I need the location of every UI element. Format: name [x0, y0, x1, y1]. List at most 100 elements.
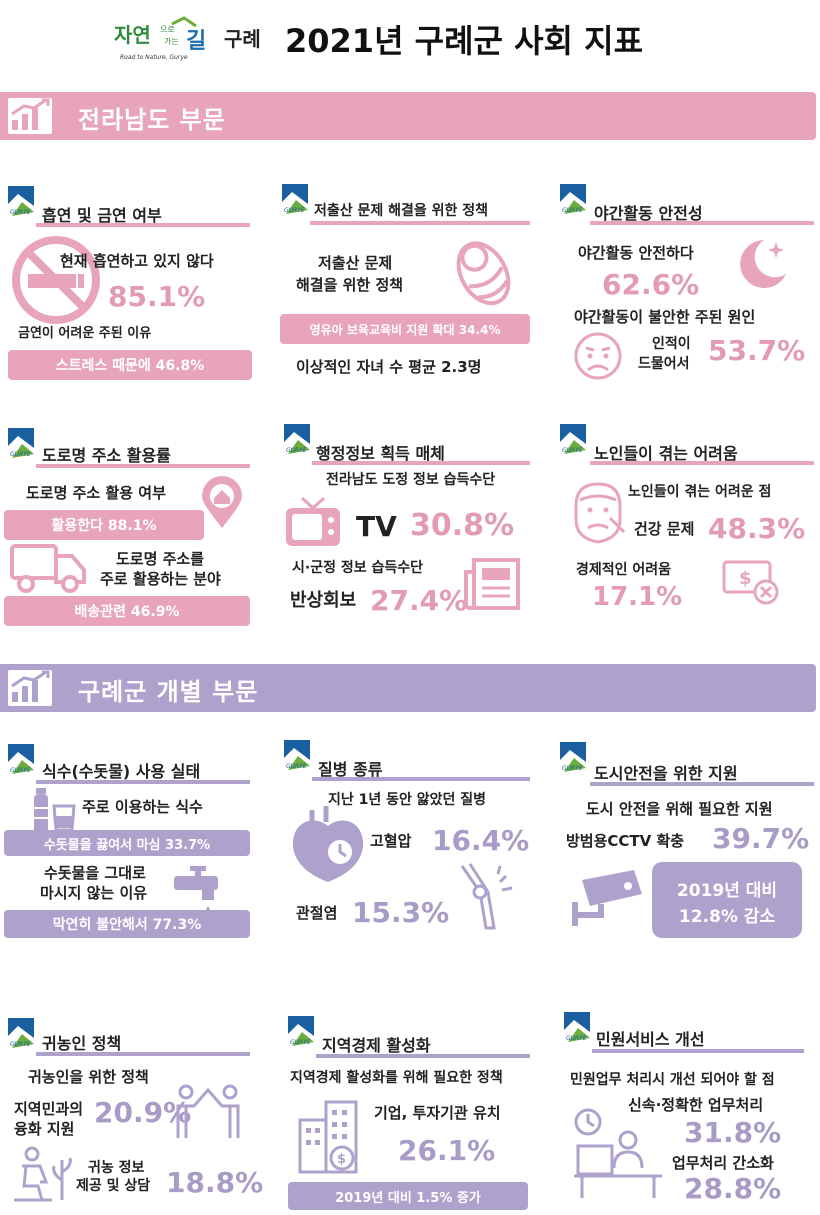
smoking-bar: 스트레스 때문에 46.8%	[8, 350, 252, 380]
address-q2-line1: 도로명 주소를	[116, 550, 205, 568]
knee-icon	[458, 862, 518, 936]
gurye-logo-icon: GURYE	[288, 1016, 314, 1046]
info-label2: 반상회보	[290, 590, 357, 611]
svg-text:GURYE: GURYE	[286, 447, 307, 454]
info-v1: 30.8%	[410, 508, 515, 543]
civil-label2: 업무처리 간소화	[672, 1154, 774, 1172]
farm-v2: 18.8%	[166, 1166, 264, 1199]
tv-icon	[284, 494, 342, 554]
safety-box-line1: 2019년 대비	[676, 881, 778, 901]
address-q1: 도로명 주소 활용 여부	[26, 484, 166, 502]
water-q2-line1: 수돗물을 그대로	[44, 864, 146, 882]
birth-title: 저출산 문제 해결을 위한 정책	[314, 203, 489, 219]
birth-q2: 이상적인 자녀 수 평균 2.3명	[296, 358, 482, 376]
info-title-underline	[312, 461, 530, 465]
smoking-q1: 현재 흡연하고 있지 않다	[60, 252, 214, 270]
cctv-icon	[568, 866, 648, 932]
farm-label2-line1: 귀농 정보	[88, 1160, 145, 1176]
gurye-logo-icon: GURYE	[8, 428, 34, 458]
disease-q1: 지난 1년 동안 앓았던 질병	[328, 792, 487, 808]
gurye-logo-icon: GURYE	[560, 424, 586, 454]
disease-label2: 관절염	[296, 904, 338, 922]
safety-q1: 도시 안전을 위해 필요한 지원	[586, 800, 773, 818]
info-q1: 전라남도 도정 정보 습득수단	[326, 472, 496, 488]
elderly-title: 노인들이 겪는 어려움	[594, 444, 738, 463]
farmer-icon	[12, 1146, 76, 1206]
svg-text:$: $	[337, 1152, 346, 1167]
birth-title-underline	[310, 221, 530, 225]
disease-title: 질병 종류	[318, 760, 383, 779]
address-bar2: 배송관련 46.9%	[4, 596, 250, 626]
info-v2: 27.4%	[370, 584, 468, 617]
svg-text:GURYE: GURYE	[562, 447, 583, 454]
civil-v1: 31.8%	[684, 1116, 782, 1149]
farm-v1: 20.9%	[94, 1096, 192, 1129]
gurye-logo-icon: GURYE	[284, 740, 310, 770]
disease-title-underline	[312, 777, 530, 781]
svg-text:GURYE: GURYE	[10, 451, 31, 458]
gurye-logo-icon: GURYE	[8, 744, 34, 774]
water-bar1: 수돗물을 끓여서 마심 33.7%	[4, 830, 250, 856]
gurye-logo-icon: GURYE	[284, 424, 310, 454]
economy-label1: 기업, 투자기관 유치	[374, 1104, 501, 1122]
night-r-line2: 드물어서	[638, 356, 690, 372]
smoking-q2: 금연이 어려운 주된 이유	[18, 326, 152, 341]
night-q1: 야간활동 안전하다	[578, 244, 694, 262]
night-r-line1: 인적이	[652, 336, 691, 352]
night-title: 야간활동 안전성	[594, 204, 703, 223]
farm-title: 귀농인 정책	[42, 1034, 122, 1053]
svg-text:GURYE: GURYE	[10, 1041, 31, 1048]
building-icon: $	[296, 1098, 366, 1178]
smoking-title-underline	[36, 223, 250, 227]
section-gurye-title: 구례군 개별 부문	[78, 678, 259, 706]
svg-text:GURYE: GURYE	[290, 1039, 311, 1046]
svg-text:GURYE: GURYE	[10, 767, 31, 774]
svg-text:가는: 가는	[164, 37, 179, 46]
address-q2-line2: 주로 활용하는 분야	[100, 570, 221, 588]
handshake-icon	[172, 1084, 244, 1144]
header-logo: 자연 으로 가는 길 구례	[112, 16, 277, 64]
farm-title-underline	[36, 1052, 250, 1056]
faucet-icon	[170, 864, 226, 924]
farm-label2-line2: 제공 및 상담	[76, 1178, 151, 1194]
birth-q1-line1: 저출산 문제	[318, 254, 393, 272]
section-jeonnam-band: 전라남도 부문	[0, 92, 816, 140]
elderly-v2: 17.1%	[592, 582, 683, 612]
svg-text:구례: 구례	[224, 27, 261, 51]
svg-text:길: 길	[186, 28, 206, 54]
disease-v1: 16.4%	[432, 824, 530, 857]
economy-v1: 26.1%	[398, 1134, 496, 1167]
civil-label1: 신속·정확한 업무처리	[628, 1096, 764, 1114]
farm-label1-line2: 융화 지원	[14, 1120, 75, 1138]
heart-icon	[286, 800, 370, 888]
birth-q1-line2: 해결을 위한 정책	[296, 276, 404, 294]
no-smoking-icon	[10, 234, 102, 330]
address-title: 도로명 주소 활용률	[42, 446, 171, 465]
elderly-title-underline	[590, 461, 814, 465]
safety-label1: 방범용CCTV 확충	[566, 832, 685, 850]
water-bar2: 막연히 불안해서 77.3%	[4, 910, 250, 938]
gurye-logo-icon: GURYE	[8, 1018, 34, 1048]
gurye-logo-icon: GURYE	[8, 186, 34, 216]
economy-q1: 지역경제 활성화를 위해 필요한 정책	[290, 1070, 503, 1086]
chart-up-icon	[8, 670, 52, 706]
elderly-icon	[566, 478, 628, 552]
economy-title: 지역경제 활성화	[322, 1036, 431, 1055]
water-title-underline	[36, 780, 250, 784]
section-gurye-band: 구례군 개별 부문	[0, 664, 816, 712]
worried-face-icon	[572, 330, 624, 386]
civil-v2: 28.8%	[684, 1172, 782, 1205]
info-label1: TV	[356, 510, 397, 543]
info-q2: 시·군정 정보 습득수단	[292, 560, 423, 576]
safety-box-line2: 12.8% 감소	[678, 907, 776, 927]
svg-text:GURYE: GURYE	[284, 207, 305, 214]
section-jeonnam-title: 전라남도 부문	[78, 106, 226, 134]
night-v1: 62.6%	[602, 268, 700, 301]
civil-title: 민원서비스 개선	[596, 1030, 705, 1049]
elderly-label1: 건강 문제	[634, 520, 695, 538]
svg-text:GURYE: GURYE	[10, 209, 31, 216]
svg-text:$: $	[739, 568, 752, 589]
water-q2-line2: 마시지 않는 이유	[40, 884, 148, 902]
civil-q1: 민원업무 처리시 개선 되어야 할 점	[570, 1072, 775, 1088]
header-logo-sub: Road to Nature, Gurye	[120, 54, 188, 61]
